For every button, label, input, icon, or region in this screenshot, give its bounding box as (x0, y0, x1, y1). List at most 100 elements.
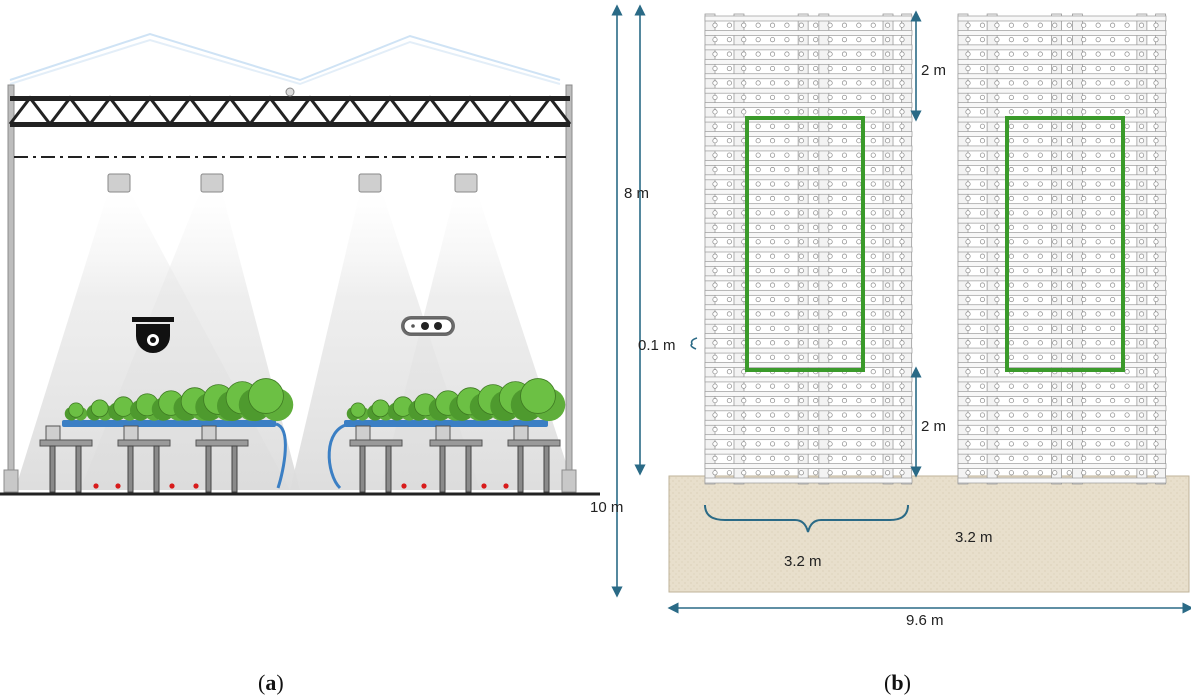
plant-slot (769, 65, 776, 72)
plant-slot (741, 398, 747, 404)
plant-slot (994, 441, 1000, 447)
plant-slot (965, 94, 971, 100)
plant-slot (1110, 152, 1116, 158)
label-floor-width: 9.6 m (906, 612, 944, 629)
plant-slot (755, 65, 761, 72)
plant-slot (712, 268, 718, 274)
plant-slot (979, 282, 986, 288)
plant-slot (755, 296, 761, 303)
plant-slot (1124, 268, 1130, 274)
plant-slot (1037, 412, 1043, 418)
plant-slot (856, 37, 862, 43)
plant-slot (769, 195, 776, 202)
plant-slot (798, 51, 804, 57)
plant-slot (1066, 296, 1072, 303)
plant-slot (1037, 426, 1043, 433)
plant-slot (1138, 253, 1145, 259)
plant-slot (798, 22, 804, 28)
plant-slot (1153, 369, 1159, 375)
plant-slot (813, 167, 819, 173)
plant-slot (1037, 22, 1043, 28)
plant-slot (965, 167, 971, 173)
bench-table-top (117, 439, 171, 447)
grow-tube (704, 304, 913, 311)
plant-slot (841, 311, 848, 317)
plant-slot (1138, 210, 1145, 216)
plant-slot (813, 109, 819, 115)
plant-slot (1023, 455, 1029, 461)
bench-leg (205, 445, 212, 493)
plant-slot (1110, 167, 1116, 173)
position-marker (115, 483, 121, 489)
grow-tube (957, 160, 1167, 166)
plant-slot (741, 441, 747, 447)
plant-slot (870, 311, 876, 317)
plant-slot (1110, 383, 1116, 389)
plant-slot (784, 167, 790, 173)
plant-slot (841, 195, 848, 202)
plant-slot (1110, 253, 1116, 259)
plant-slot (885, 224, 891, 230)
grow-tube (704, 102, 913, 108)
plant-slot (784, 138, 790, 144)
plant-slot (1095, 354, 1101, 360)
plant-slot (798, 210, 804, 216)
plant-slot (965, 210, 971, 216)
plant-slot (1066, 152, 1072, 158)
floor-area (668, 475, 1190, 593)
plant-slot (899, 80, 905, 86)
plant-slot (726, 22, 732, 28)
sample-region-left (745, 116, 865, 372)
label-aisle-width: 3.2 m (955, 529, 993, 546)
plant-slot (856, 94, 862, 100)
plant-slot (827, 210, 833, 216)
plant-slot (813, 325, 819, 331)
bench-leg (465, 445, 472, 493)
dome-camera-icon (132, 317, 174, 353)
plant-slot (813, 398, 819, 404)
plant-slot (1153, 325, 1159, 331)
plant-slot (784, 152, 790, 158)
plant-slot (1110, 94, 1116, 100)
plant-slot (827, 268, 833, 274)
plant-slot (1153, 398, 1159, 404)
plant-slot (712, 123, 718, 129)
plant-slot (1153, 268, 1159, 274)
plant-slot (1008, 455, 1014, 461)
plant-slot (979, 123, 986, 129)
plant-slot (870, 340, 876, 346)
brace-icon (704, 504, 909, 533)
plant-slot (841, 239, 848, 245)
plant-slot (712, 383, 718, 389)
plant-slot (965, 22, 971, 28)
plant-slot (870, 167, 876, 173)
plant-slot (856, 340, 862, 346)
plant-slot (769, 167, 776, 173)
plant-slot (1095, 340, 1101, 346)
plant-slot (899, 282, 905, 288)
plant-slot (1153, 426, 1159, 433)
plant-slot (994, 412, 1000, 418)
bench-leg (49, 445, 56, 493)
plant-slot (769, 138, 776, 144)
plant-slot (1138, 455, 1145, 461)
plant-slot (1008, 94, 1014, 100)
plant-slot (726, 80, 732, 86)
plant-slot (1153, 412, 1159, 418)
plant-slot (1066, 123, 1072, 129)
plant-slot (899, 109, 905, 115)
plant-slot (1110, 441, 1116, 447)
plant-slot (899, 325, 905, 331)
plant-slot (994, 181, 1000, 187)
plant-slot (726, 311, 732, 317)
plant-slot (979, 138, 986, 144)
plant-slot (1008, 224, 1014, 230)
plant-slot (1052, 210, 1058, 216)
plant-slot (1023, 80, 1029, 86)
plant-slot (899, 22, 905, 28)
plant-slot (755, 383, 761, 389)
plant-slot (712, 325, 718, 331)
rack-right (957, 13, 1167, 485)
grow-tube (704, 188, 913, 195)
